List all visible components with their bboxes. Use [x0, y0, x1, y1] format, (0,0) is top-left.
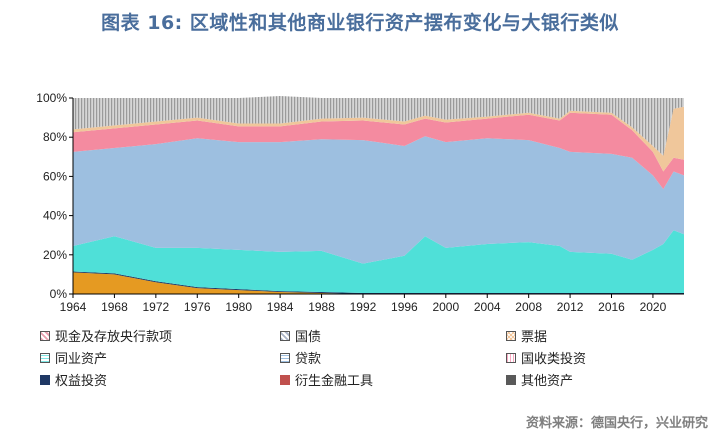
- area-series-6: [73, 96, 684, 156]
- x-tick-label: 2008: [515, 300, 542, 314]
- source-note: 资料来源：德国央行，兴业研究: [525, 416, 708, 431]
- x-tick-label: 2012: [557, 300, 584, 314]
- legend-label: 现金及存放央行款项: [55, 330, 173, 345]
- x-tick-label: 1988: [308, 300, 335, 314]
- legend-swatch: [280, 374, 290, 385]
- y-tick-label: 100%: [36, 91, 67, 105]
- x-tick-label: 1984: [267, 300, 294, 314]
- legend-swatch: [280, 352, 290, 363]
- legend-label: 权益投资: [55, 374, 108, 389]
- x-tick-label: 2004: [474, 300, 501, 314]
- legend-swatch: [40, 374, 50, 385]
- y-tick-label: 60%: [43, 169, 67, 183]
- legend-label: 国收类投资: [521, 352, 587, 367]
- legend-label: 衍生金融工具: [295, 374, 374, 389]
- legend-item: 同业资产: [40, 348, 107, 367]
- y-tick-label: 40%: [43, 209, 67, 223]
- legend-swatch: [506, 374, 516, 385]
- legend-swatch: [40, 352, 50, 363]
- legend-item: 现金及存放央行款项: [40, 326, 172, 345]
- legend-label: 贷款: [295, 352, 322, 367]
- area-series-3: [73, 136, 684, 264]
- x-tick-label: 2000: [432, 300, 459, 314]
- area-series-2: [73, 230, 684, 293]
- legend-swatch: [506, 330, 516, 341]
- axes: 0% 20% 40% 60% 80% 100% 1964 1968 1972 1976 1980 19…: [36, 91, 684, 314]
- x-tick-label: 1980: [225, 300, 252, 314]
- x-tick-label: 1992: [350, 300, 377, 314]
- x-tick-label: 1968: [101, 300, 128, 314]
- y-tick-label: 0%: [50, 287, 68, 301]
- legend-label: 其他资产: [521, 374, 574, 389]
- legend-item: 国债: [280, 326, 321, 345]
- area-series-0: [73, 272, 684, 294]
- chart-title: 图表 16: 区域性和其他商业银行资产摆布变化与大银行类似: [101, 12, 619, 34]
- legend-item: 其他资产: [506, 370, 573, 389]
- y-tick-label: 80%: [43, 130, 67, 144]
- x-tick-label: 1976: [184, 300, 211, 314]
- area-series-4: [73, 112, 684, 190]
- x-tick-label: 1964: [60, 300, 87, 314]
- legend-swatch: [40, 330, 50, 341]
- legend-label: 票据: [521, 330, 548, 345]
- legend-swatch: [506, 352, 516, 363]
- legend-item: 衍生金融工具: [280, 370, 373, 389]
- legend-item: 权益投资: [40, 370, 107, 389]
- legend-label: 国债: [295, 330, 322, 345]
- x-tick-label: 2020: [640, 300, 667, 314]
- area-layers: [73, 96, 684, 294]
- y-tick-label: 20%: [43, 248, 67, 262]
- legend-label: 同业资产: [55, 352, 108, 367]
- legend-item: 国收类投资: [506, 348, 586, 367]
- legend-item: 贷款: [280, 348, 321, 367]
- x-tick-label: 2016: [598, 300, 625, 314]
- area-series-5: [73, 106, 684, 172]
- x-tick-label: 1972: [142, 300, 169, 314]
- legend-item: 票据: [506, 326, 547, 345]
- x-tick-label: 1996: [391, 300, 418, 314]
- legend-swatch: [280, 330, 290, 341]
